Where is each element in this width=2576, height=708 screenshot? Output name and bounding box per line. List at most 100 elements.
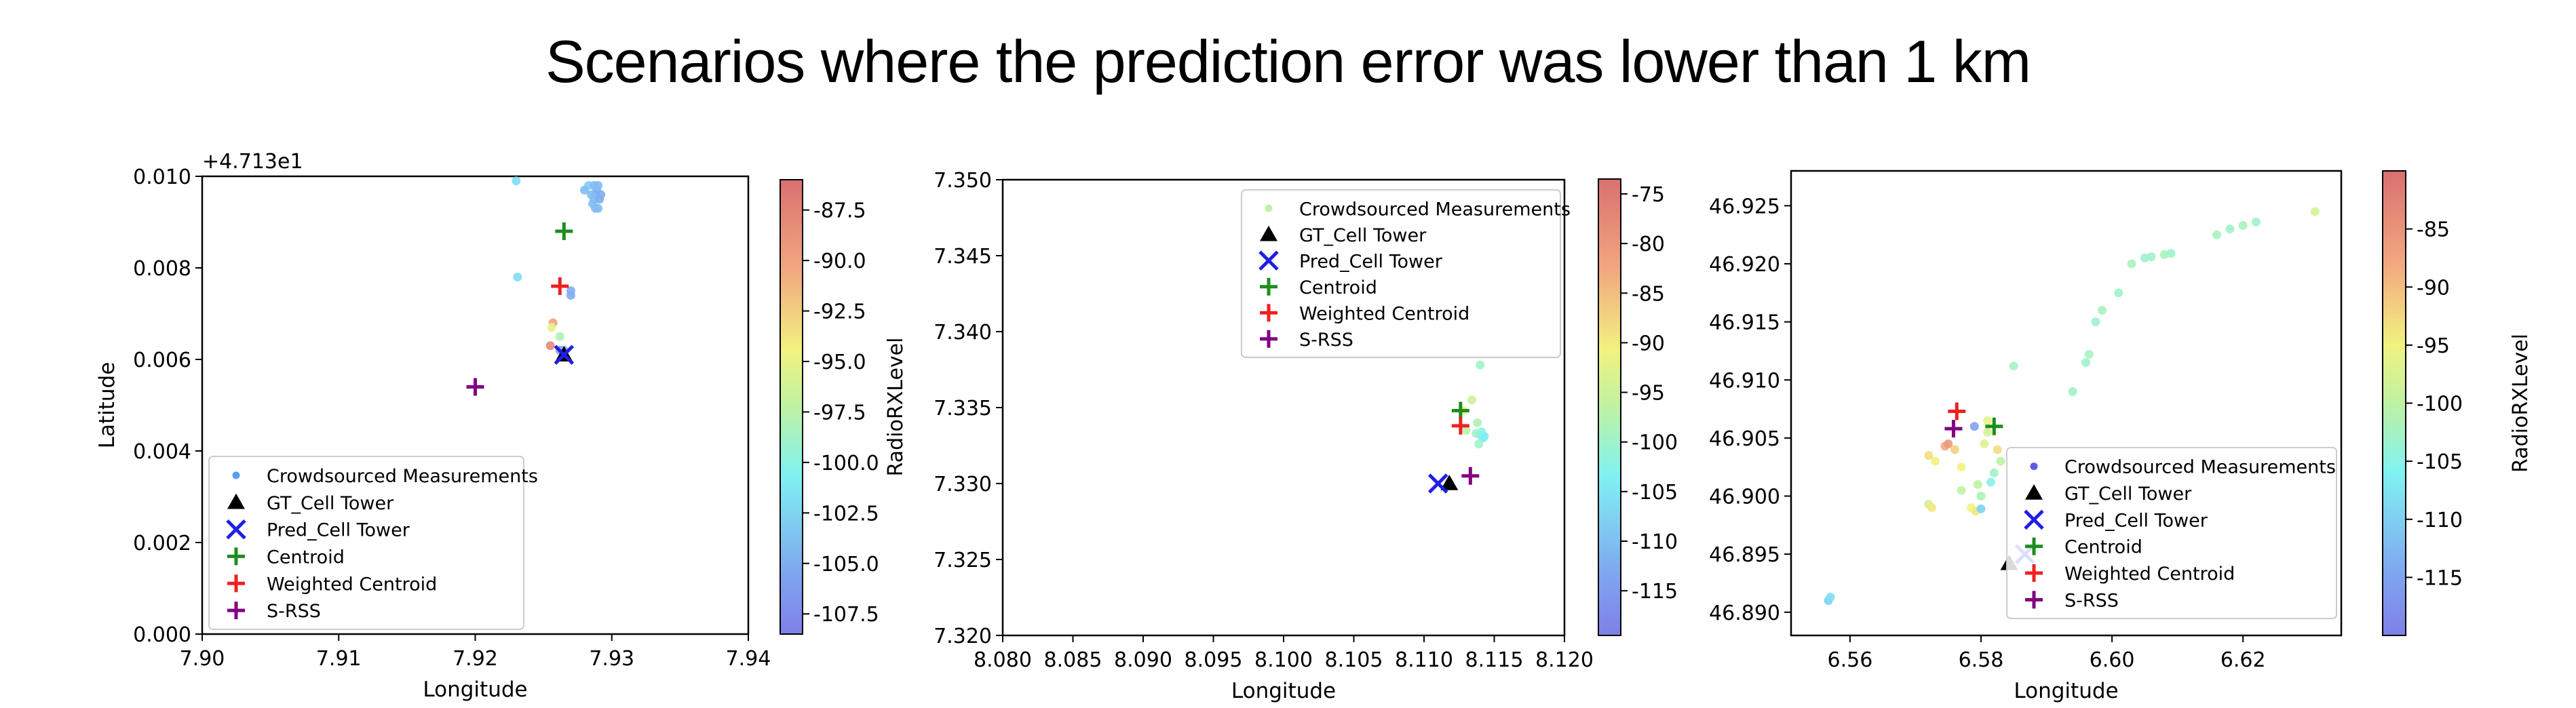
colorbar-tick-label: -87.5	[813, 199, 866, 223]
gt-cell-tower-marker	[1440, 475, 1459, 490]
x-tick-label: 8.110	[1395, 648, 1453, 672]
crowdsourced-point	[1980, 439, 1989, 448]
x-tick-label: 7.94	[726, 647, 771, 671]
legend-marker-pred-cell-tower	[226, 519, 246, 540]
crowdsourced-point	[1826, 592, 1835, 602]
legend-label: Weighted Centroid	[267, 574, 437, 595]
crowdsourced-point	[2091, 317, 2100, 327]
crowdsourced-point	[1986, 477, 1995, 487]
x-tick-label: 8.090	[1114, 648, 1172, 672]
weighted-centroid-marker	[1451, 416, 1469, 435]
crowdsourced-point	[1474, 439, 1484, 449]
legend-label: Weighted Centroid	[2064, 564, 2235, 585]
crowdsourced-point	[1969, 422, 1979, 431]
y-tick-label: 7.340	[934, 321, 992, 345]
x-axis-label: Longitude	[423, 677, 527, 702]
charts: 7.90 7.91 7.92 7.93 7.94 0.000 0.002 0.004 0.006…	[95, 150, 2533, 703]
colorbar-tick-label: -115	[2417, 566, 2463, 590]
x-tick-label: 8.105	[1325, 648, 1383, 672]
centroid-marker	[1985, 417, 2003, 435]
x-tick-label: 7.93	[589, 647, 634, 671]
x-tick-label: 8.095	[1185, 648, 1243, 672]
legend-marker-weighted-centroid	[227, 574, 245, 593]
colorbar-tick-label: -95	[1632, 382, 1665, 406]
legend-marker-dot	[2030, 463, 2038, 471]
pred-cell-tower-marker	[1427, 473, 1448, 494]
colorbar-tick-label: -95.0	[813, 351, 866, 374]
y-tick-label: 7.330	[934, 473, 992, 496]
colorbar-tick-label: -85	[2417, 218, 2450, 242]
y-tick-label: 0.008	[133, 257, 191, 281]
crowdsourced-point	[2238, 220, 2248, 230]
crowdsourced-point	[2225, 224, 2235, 234]
series-centroid	[1451, 401, 1469, 420]
series-weighted-centroid	[1948, 402, 1966, 420]
colorbar-tick-label: -97.5	[813, 401, 866, 425]
crowdsourced-point	[1924, 451, 1934, 460]
y-tick-label: 46.900	[1709, 486, 1780, 509]
series-weighted-centroid	[1451, 416, 1469, 435]
series-centroid	[1985, 417, 2003, 435]
colorbar-tick-label: -95	[2417, 334, 2450, 358]
axis-offset-label: +4.713e1	[202, 150, 303, 174]
chart-1: 7.90 7.91 7.92 7.93 7.94 0.000 0.002 0.004 0.006…	[95, 150, 908, 702]
crowdsourced-point	[594, 203, 603, 213]
crowdsourced-point	[1927, 503, 1937, 513]
colorbar	[2382, 170, 2406, 636]
y-tick-label: 46.920	[1709, 253, 1780, 277]
crowdsourced-point	[1976, 504, 1986, 513]
legend-label: Crowdsourced Measurements	[2064, 457, 2336, 478]
x-tick-label: 6.60	[2090, 648, 2135, 672]
colorbar-tick-label: -102.5	[813, 502, 879, 526]
colorbar-tick-label: -100	[1632, 431, 1678, 455]
x-axis-label: Longitude	[1231, 679, 1336, 703]
legend-label: GT_Cell Tower	[2064, 484, 2192, 505]
crowdsourced-point	[1476, 360, 1485, 370]
legend-marker-centroid	[2025, 537, 2043, 555]
legend-label: S-RSS	[2064, 590, 2119, 611]
crowdsourced-point	[512, 176, 521, 186]
crowdsourced-point	[1996, 456, 2005, 466]
crowdsourced-point	[580, 185, 589, 195]
crowdsourced-point	[2140, 253, 2149, 262]
x-tick-label: 8.100	[1254, 648, 1313, 672]
colorbar-label: RadioRXLevel	[884, 338, 908, 477]
legend-marker-pred-cell-tower	[2024, 509, 2044, 530]
legend-marker-gt-cell-tower	[2025, 484, 2043, 500]
crowdsourced-point	[1473, 418, 1482, 427]
s-rss-marker	[1461, 467, 1480, 485]
crowdsourced-point	[2251, 217, 2261, 227]
y-tick-label: 0.000	[133, 623, 191, 647]
legend-marker-weighted-centroid	[2025, 564, 2043, 582]
crowdsourced-point	[1993, 445, 2002, 454]
chart-3: 6.56 6.58 6.60 6.62 46.890 46.895 46.900 46.905…	[1709, 170, 2533, 703]
centroid-marker	[1451, 401, 1469, 420]
crowdsourced-point	[1461, 426, 1471, 435]
colorbar-tick-label: -80	[1632, 233, 1665, 256]
y-tick-label: 0.006	[133, 349, 191, 372]
y-tick-label: 46.910	[1709, 369, 1780, 393]
x-tick-label: 7.90	[180, 647, 225, 671]
legend-label: Pred_Cell Tower	[1299, 251, 1443, 272]
x-tick-label: 6.62	[2221, 648, 2266, 672]
y-tick-label: 46.905	[1709, 427, 1780, 451]
colorbar-tick-label: -105	[1632, 481, 1678, 505]
legend: Crowdsourced Measurements GT_Cell Tower Pr…	[2006, 447, 2337, 619]
colorbar-tick-label: -92.5	[813, 300, 866, 324]
crowdsourced-point	[2114, 288, 2123, 298]
legend-marker-s-rss	[1260, 330, 1277, 348]
y-tick-label: 7.325	[934, 549, 992, 572]
legend-box	[208, 456, 524, 630]
series-crowdsourced	[1824, 207, 2320, 606]
crowdsourced-point	[1957, 463, 1966, 472]
colorbar-label: RadioRXLevel	[2509, 334, 2533, 473]
colorbar-tick-label: -105.0	[813, 553, 879, 576]
colorbar-tick-label: -115	[1632, 580, 1678, 604]
weighted-centroid-marker	[551, 277, 569, 295]
crowdsourced-point	[2084, 350, 2094, 359]
crowdsourced-point	[545, 341, 555, 351]
x-tick-label: 6.56	[1827, 648, 1872, 672]
crowdsourced-point	[2127, 259, 2136, 269]
x-tick-label: 7.92	[453, 647, 498, 671]
legend-label: Weighted Centroid	[1299, 303, 1469, 324]
